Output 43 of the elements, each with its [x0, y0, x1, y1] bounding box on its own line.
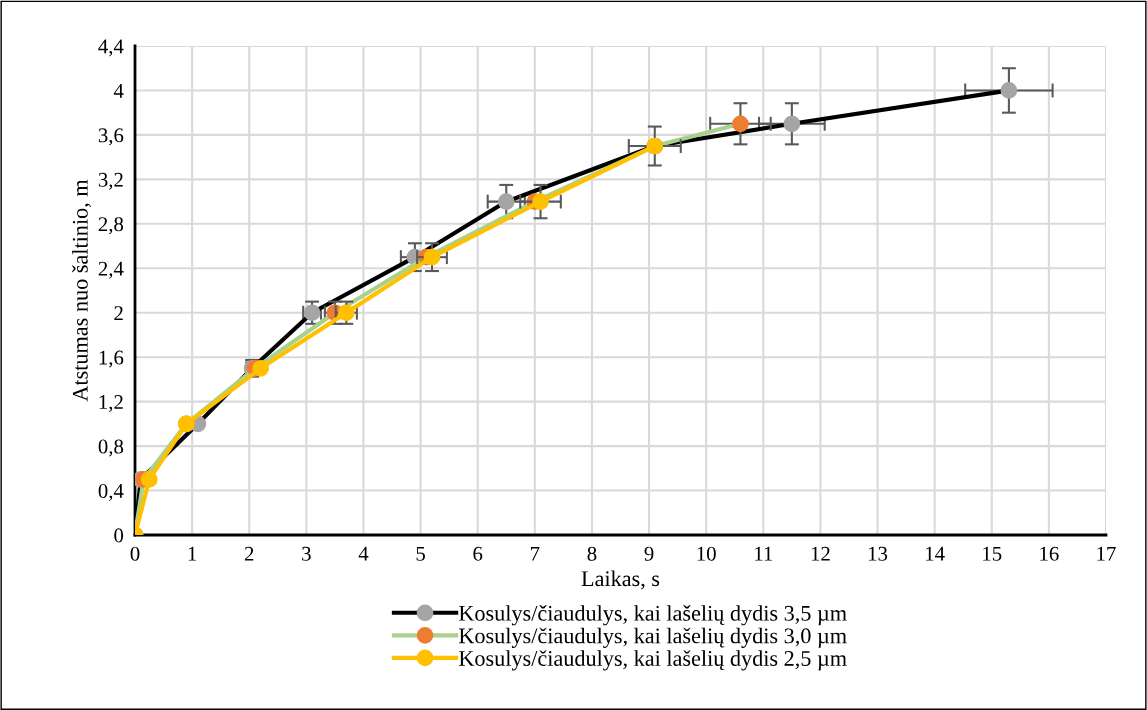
- x-tick-label: 17: [1097, 546, 1116, 561]
- x-axis-title: Laikas, s: [581, 570, 660, 590]
- x-tick-label: 13: [868, 546, 888, 561]
- x-tick-label: 10: [697, 546, 716, 561]
- legend-label: Kosulys/čiaudulys, kai lašelių dydis 3,5 µm: [459, 605, 847, 626]
- x-tick-label: 3: [302, 546, 311, 561]
- point: [532, 193, 549, 210]
- point: [783, 115, 801, 133]
- x-tick-label: 16: [1040, 546, 1059, 561]
- point: [497, 193, 515, 210]
- y-tick-label: 4: [113, 83, 124, 98]
- x-tick-label: 12: [811, 546, 830, 561]
- legend-label: Kosulys/čiaudulys, kai lašelių dydis 2,5 µm: [459, 650, 847, 671]
- point: [252, 359, 269, 377]
- x-tick-label: 6: [473, 546, 483, 561]
- y-axis-title: Atstumas nuo šaltinio, m: [72, 179, 91, 402]
- legend-label: Kosulys/čiaudulys, kai lašelių dydis 3,0 µm: [459, 627, 847, 648]
- point: [423, 248, 441, 266]
- y-tick-label: 2,4: [98, 261, 124, 279]
- y-tick-label: 1,2: [99, 395, 123, 413]
- y-tick-label: 2: [114, 306, 123, 320]
- y-tick-label: 0: [114, 528, 124, 543]
- x-tick-label: 1: [188, 546, 197, 561]
- x-tick-label: 11: [755, 546, 773, 561]
- y-tick-label: 2,8: [98, 217, 124, 235]
- x-tick-label: 5: [416, 546, 425, 561]
- point: [140, 471, 158, 488]
- x-tick-label: 14: [926, 546, 945, 561]
- y-tick-label: 3,6: [98, 128, 124, 146]
- x-tick-label: 0: [130, 546, 140, 561]
- y-tick-label: 0,4: [98, 483, 124, 501]
- x-tick-label: 15: [983, 546, 1002, 561]
- y-tick-label: 4,4: [98, 39, 124, 57]
- x-tick-label: 7: [530, 546, 540, 561]
- x-tick-label: 2: [244, 546, 254, 561]
- y-tick-label: 3,2: [98, 172, 123, 190]
- point: [732, 115, 749, 133]
- x-tick-label: 8: [587, 546, 597, 561]
- point: [1000, 82, 1018, 99]
- y-tick-label: 1,6: [99, 350, 124, 368]
- x-tick-label: 9: [644, 546, 654, 561]
- y-tick-label: 0,8: [98, 439, 124, 457]
- x-tick-label: 4: [358, 546, 369, 561]
